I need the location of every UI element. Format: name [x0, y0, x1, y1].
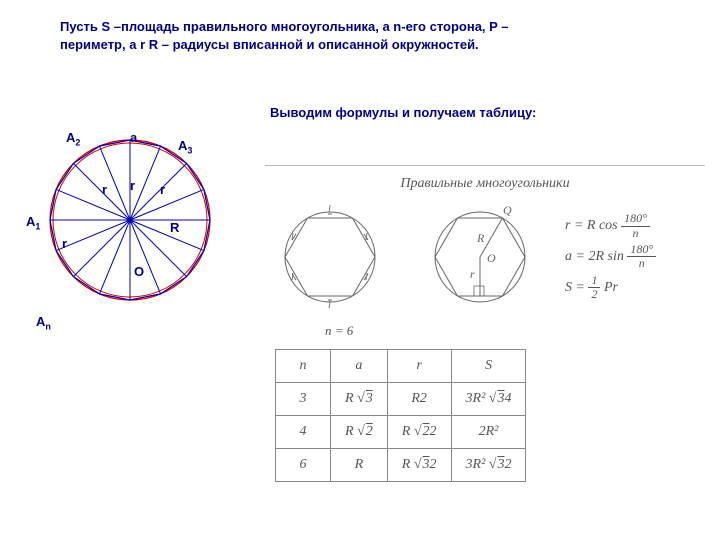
- table-row: 6 R R √32 3R² √32: [276, 449, 526, 482]
- table-row: 3 R √3 R2 3R² √34: [276, 383, 526, 416]
- polygon-table: n a r S 3 R √3 R2 3R² √34 4 R √2 R √22 2…: [275, 349, 526, 482]
- subtitle: Выводим формулы и получаем таблицу:: [270, 105, 536, 120]
- svg-text:l: l: [328, 204, 331, 215]
- formulas-block: r = R cos 180°n a = 2R sin 180°n S = 12 …: [565, 211, 656, 303]
- label-R: R: [170, 220, 179, 235]
- label-r1: r: [102, 182, 107, 197]
- svg-text:l: l: [365, 232, 368, 243]
- label-A1: A1: [26, 214, 40, 232]
- header-line1: Пусть S –площадь правильного многоугольн…: [60, 19, 508, 34]
- label-r3: r: [160, 182, 165, 197]
- label-A2: A2: [66, 130, 80, 148]
- col-r: r: [387, 350, 451, 383]
- polygon-diagram: A1 A2 A3 An a r r r r R O: [30, 120, 230, 320]
- label-A3: A3: [178, 138, 192, 156]
- header-text: Пусть S –площадь правильного многоугольн…: [60, 18, 680, 54]
- panel-title: Правильные многоугольники: [265, 176, 705, 192]
- svg-text:O: O: [487, 251, 496, 265]
- hexagon-radii-icon: Q R r O: [415, 200, 545, 315]
- formula-S: S = 12 Pr: [565, 273, 656, 304]
- polygon-svg: [30, 120, 230, 320]
- n-equals-6: n = 6: [325, 323, 705, 339]
- svg-text:l: l: [328, 300, 331, 311]
- label-O: O: [134, 264, 144, 279]
- formula-r: r = R cos 180°n: [565, 211, 656, 242]
- label-a: a: [130, 130, 137, 145]
- col-a: a: [331, 350, 388, 383]
- hexagon-inscribed-icon: l l l l l l: [265, 200, 395, 315]
- svg-text:Q: Q: [503, 203, 512, 217]
- hexagon-row: l l l l l l Q R r O r = R cos 180°n a = 2R …: [265, 200, 705, 315]
- svg-text:r: r: [470, 267, 475, 281]
- right-panel: Правильные многоугольники l l l l l l: [265, 165, 705, 482]
- svg-text:l: l: [291, 232, 294, 243]
- header-line2: периметр, а r R – радиусы вписанной и оп…: [60, 37, 479, 52]
- svg-text:R: R: [476, 231, 485, 245]
- table-row: 4 R √2 R √22 2R²: [276, 416, 526, 449]
- label-r2: r: [130, 178, 135, 193]
- label-An: An: [36, 314, 51, 332]
- col-S: S: [451, 350, 526, 383]
- col-n: n: [276, 350, 331, 383]
- svg-text:l: l: [291, 272, 294, 283]
- label-r4: r: [62, 236, 67, 251]
- table-header-row: n a r S: [276, 350, 526, 383]
- formula-a: a = 2R sin 180°n: [565, 242, 656, 273]
- svg-text:l: l: [365, 272, 368, 283]
